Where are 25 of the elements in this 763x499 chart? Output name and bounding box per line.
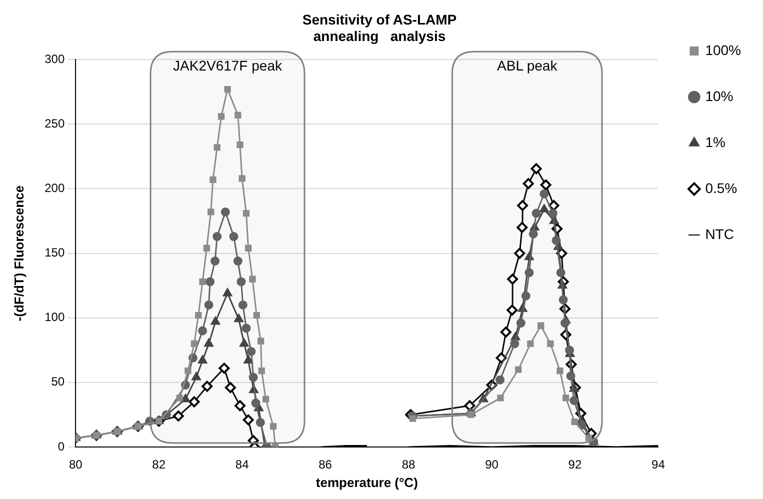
x-tick-label: 80 bbox=[68, 458, 83, 472]
band-label: JAK2V617F peak bbox=[173, 57, 283, 74]
x-tick-label: 84 bbox=[235, 458, 250, 472]
x-axis-title: temperature (°C) bbox=[316, 474, 418, 490]
y-tick-label: 200 bbox=[44, 181, 65, 196]
y-tick-label: 50 bbox=[51, 374, 65, 389]
chart-title: Sensitivity of AS-LAMP annealing analysis bbox=[302, 11, 457, 44]
y-tick-label: 250 bbox=[44, 116, 65, 130]
legend-label: 1% bbox=[705, 134, 726, 150]
legend-label: 0.5% bbox=[705, 180, 738, 196]
y-tick-label: 150 bbox=[44, 246, 65, 260]
band-label: ABL peak bbox=[497, 57, 558, 74]
x-tick-label: 90 bbox=[485, 458, 499, 472]
legend-label: 10% bbox=[705, 88, 734, 104]
y-tick-label: 0 bbox=[58, 439, 65, 454]
y-tick-label: 100 bbox=[44, 310, 65, 324]
x-tick-label: 94 bbox=[652, 458, 666, 472]
x-tick-label: 88 bbox=[402, 458, 416, 472]
legend-label: 100% bbox=[705, 42, 742, 58]
legend-label: NTC bbox=[705, 226, 734, 242]
y-axis-title: -(dF/dT) Fluorescence bbox=[11, 185, 26, 322]
x-tick-label: 86 bbox=[318, 458, 332, 472]
y-tick-label: 300 bbox=[44, 52, 65, 66]
x-tick-label: 92 bbox=[568, 458, 582, 472]
x-tick-label: 82 bbox=[152, 458, 166, 472]
